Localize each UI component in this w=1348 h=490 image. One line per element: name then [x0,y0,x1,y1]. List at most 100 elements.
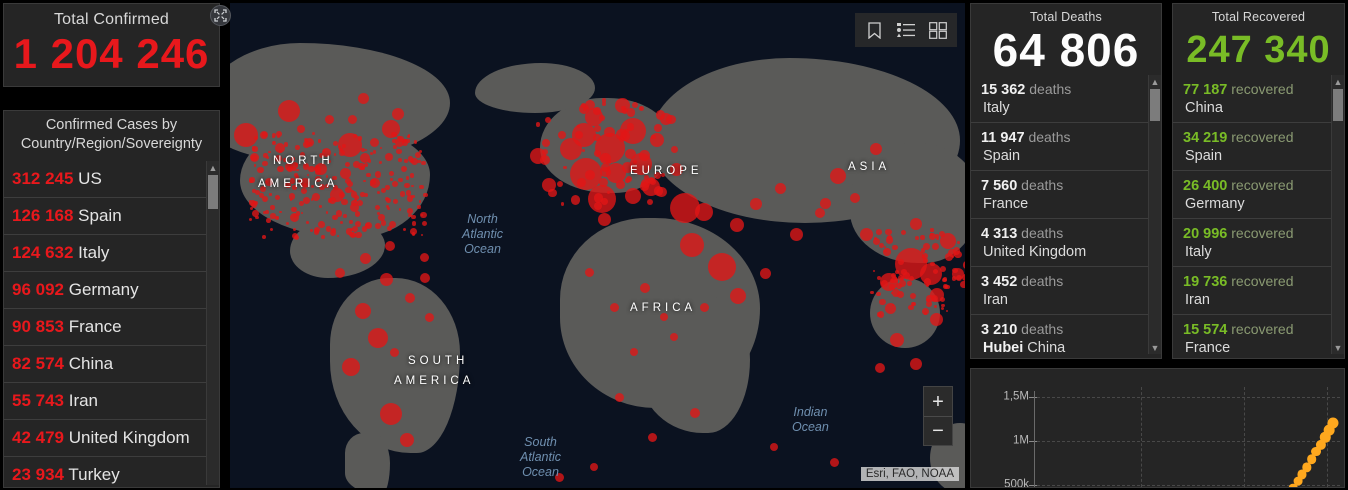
map-case-bubble [790,228,803,241]
map-case-bubble [561,202,564,205]
chart-y-tick-label: 1,5M [971,392,1029,403]
recovered-list[interactable]: 77 187 recovered China 34 219 recovered Spa… [1173,75,1344,354]
zoom-out-button[interactable]: − [924,416,952,445]
map-canvas[interactable]: NORTH AMERICA SOUTH AMERICA EUROPE AFRICA ASIA… [230,3,965,488]
map-case-bubble [830,458,839,467]
country-case-count: 126 168 [12,206,73,225]
map-case-bubble [420,273,430,283]
deaths-unit-label: deaths [1017,321,1063,337]
confirmed-country-list[interactable]: 312 245 US 126 168 Spain 124 632 Italy 96 0… [4,161,219,485]
expand-fullscreen-icon[interactable] [210,5,231,26]
confirmed-country-row[interactable]: 42 479 United Kingdom [4,420,219,457]
map-case-bubble [873,270,875,272]
map-case-bubble [901,269,907,275]
recovered-row[interactable]: 26 400 recovered Germany [1173,171,1344,219]
recovered-row[interactable]: 20 996 recovered Italy [1173,219,1344,267]
country-name: US [73,169,101,188]
zoom-in-button[interactable]: + [924,387,952,416]
confirmed-country-row[interactable]: 96 092 Germany [4,272,219,309]
map-case-bubble [945,285,949,289]
map-landmass [345,433,390,488]
deaths-list-scrollbar[interactable]: ▲ ▼ [1148,75,1161,354]
recovered-amount: 34 219 [1183,130,1227,146]
map-case-bubble [944,285,947,288]
scroll-up-arrow-icon[interactable]: ▲ [207,161,219,174]
deaths-row[interactable]: 11 947 deaths Spain [971,123,1161,171]
deaths-list[interactable]: 15 362 deaths Italy 11 947 deaths Spain 7 56… [971,75,1161,354]
confirmed-list-scrollbar[interactable]: ▲ [206,161,219,485]
map-continent-label: AFRICA [630,302,696,314]
recovered-list-scrollbar[interactable]: ▲ ▼ [1331,75,1344,354]
confirmed-country-row[interactable]: 312 245 US [4,161,219,198]
deaths-row[interactable]: 15 362 deaths Italy [971,75,1161,123]
confirmed-country-row[interactable]: 124 632 Italy [4,235,219,272]
map-landmass [290,218,385,278]
recovered-place: Spain [1183,147,1326,165]
map-case-bubble [542,178,556,192]
map-case-bubble [421,234,423,236]
map-case-bubble [945,279,947,281]
total-confirmed-title: Total Confirmed [4,4,219,29]
map-continent-label: AMERICA [258,178,338,190]
scroll-up-arrow-icon[interactable]: ▲ [1332,75,1344,88]
country-name: United Kingdom [64,428,190,447]
map-case-bubble [963,261,965,269]
country-name: China [64,354,113,373]
map-case-bubble [412,232,415,235]
map-case-bubble [770,443,778,451]
scroll-up-arrow-icon[interactable]: ▲ [1149,75,1161,88]
map-zoom-controls[interactable]: + − [923,386,953,446]
world-map[interactable]: NORTH AMERICA SOUTH AMERICA EUROPE AFRICA ASIA… [230,3,965,488]
basemap-gallery-icon[interactable] [923,16,953,44]
scroll-down-arrow-icon[interactable]: ▼ [1332,341,1344,354]
total-deaths-panel: Total Deaths 64 806 15 362 deaths Italy 11… [970,3,1162,359]
legend-list-icon[interactable] [891,16,921,44]
confirmed-country-row[interactable]: 90 853 France [4,309,219,346]
map-case-bubble [262,235,266,239]
map-case-bubble [933,269,939,275]
deaths-row[interactable]: 7 560 deaths France [971,171,1161,219]
map-case-bubble [654,186,663,195]
deaths-unit-label: deaths [1025,81,1071,97]
map-landmass [870,278,940,348]
recovered-unit-label: recovered [1227,129,1293,145]
map-case-bubble [648,433,657,442]
scroll-down-arrow-icon[interactable]: ▼ [1149,341,1161,354]
total-recovered-value: 247 340 [1173,25,1344,75]
map-case-bubble [385,241,395,251]
map-case-bubble [952,268,964,280]
recovered-row[interactable]: 15 574 recovered France [1173,315,1344,354]
recovered-row[interactable]: 19 736 recovered Iran [1173,267,1344,315]
scrollbar-thumb[interactable] [1333,89,1343,121]
chart-gridline [1037,397,1340,398]
deaths-amount: 3 210 [981,322,1017,338]
map-case-bubble [270,228,273,231]
deaths-place: United Kingdom [981,243,1143,261]
cumulative-cases-chart[interactable]: 1,5M 1M 500k [970,368,1345,488]
deaths-row[interactable]: 3 210 deaths Hubei China [971,315,1161,354]
map-case-bubble [875,363,885,373]
map-landmass [475,63,595,113]
deaths-place: Hubei China [981,339,1143,354]
deaths-unit-label: deaths [1017,177,1063,193]
recovered-amount: 15 574 [1183,322,1227,338]
confirmed-country-row[interactable]: 23 934 Turkey [4,457,219,485]
recovered-amount: 26 400 [1183,178,1227,194]
map-toolbar[interactable] [855,13,957,47]
deaths-row[interactable]: 3 452 deaths Iran [971,267,1161,315]
scrollbar-thumb[interactable] [208,175,218,209]
map-continent-label: NORTH [273,155,334,167]
deaths-place: Iran [981,291,1143,309]
recovered-row[interactable]: 77 187 recovered China [1173,75,1344,123]
scrollbar-thumb[interactable] [1150,89,1160,121]
map-ocean-label: South Atlantic Ocean [520,435,561,480]
confirmed-country-row[interactable]: 82 574 China [4,346,219,383]
bookmark-icon[interactable] [859,16,889,44]
recovered-row[interactable]: 34 219 recovered Spain [1173,123,1344,171]
confirmed-country-row[interactable]: 55 743 Iran [4,383,219,420]
confirmed-country-row[interactable]: 126 168 Spain [4,198,219,235]
country-case-count: 96 092 [12,280,64,299]
chart-gridline [1244,387,1245,487]
deaths-row[interactable]: 4 313 deaths United Kingdom [971,219,1161,267]
total-confirmed-value: 1 204 246 [4,29,219,79]
